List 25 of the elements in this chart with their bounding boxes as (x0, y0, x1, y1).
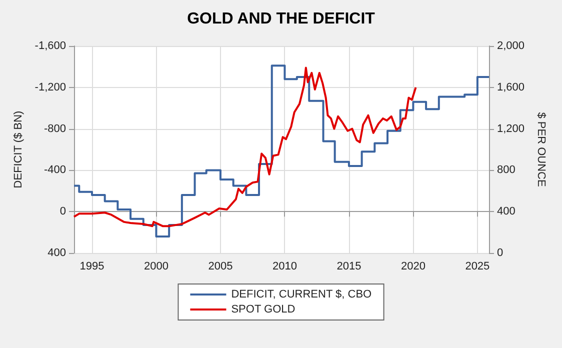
legend-label: SPOT GOLD (231, 304, 296, 316)
y2-tick-label: 2,000 (497, 40, 525, 52)
x-tick-label: 2020 (400, 260, 426, 272)
y-tick-label: 400 (48, 247, 66, 259)
y-tick-label: -1,200 (34, 81, 66, 94)
y-tick-label: -800 (44, 122, 66, 135)
x-tick-label: 2015 (336, 260, 362, 272)
y2-tick-label: 400 (497, 206, 516, 218)
x-tick-label: 2025 (465, 260, 490, 272)
legend-label: DEFICIT, CURRENT $, CBO (231, 288, 372, 300)
chart-title: GOLD AND THE DEFICIT (187, 10, 376, 28)
y2-tick-label: 1,200 (497, 122, 525, 135)
y2-axis-title: $ PER OUNCE (534, 112, 547, 187)
x-tick-label: 2005 (208, 260, 233, 272)
y2-tick-label: 800 (497, 164, 516, 176)
y-axis-title: DEFICIT ($ BN) (12, 110, 24, 188)
x-tick-label: 2010 (272, 260, 297, 272)
x-tick-label: 2000 (144, 260, 168, 272)
y-tick-label: 0 (60, 206, 66, 218)
y-tick-label: -400 (44, 164, 66, 176)
y2-tick-label: 1,600 (497, 81, 525, 94)
x-tick-label: 1995 (80, 260, 104, 272)
y2-tick-label: 0 (497, 247, 504, 259)
line-series (73, 66, 417, 228)
y-tick-label: -1,600 (34, 40, 66, 52)
